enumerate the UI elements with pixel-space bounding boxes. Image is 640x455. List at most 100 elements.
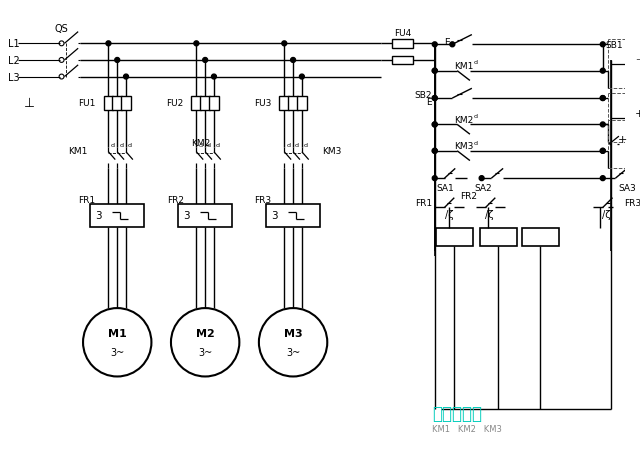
Circle shape: [600, 96, 605, 101]
Text: /ζ: /ζ: [485, 210, 493, 220]
Bar: [200, 97, 210, 111]
Text: KM1   KM2   KM3: KM1 KM2 KM3: [432, 424, 502, 433]
Circle shape: [600, 69, 605, 74]
Text: 3~: 3~: [198, 347, 212, 357]
Text: /ζ: /ζ: [602, 210, 611, 220]
Circle shape: [432, 149, 437, 154]
Text: KM2: KM2: [191, 139, 211, 148]
Text: d: d: [216, 143, 220, 148]
Text: KM1: KM1: [454, 62, 474, 71]
Circle shape: [194, 42, 199, 47]
Circle shape: [211, 75, 216, 80]
Circle shape: [291, 58, 296, 63]
Bar: [297, 97, 307, 111]
Text: M2: M2: [196, 328, 214, 338]
Bar: [280, 97, 289, 111]
Text: QS: QS: [54, 24, 68, 34]
Text: FR2: FR2: [166, 196, 184, 205]
Text: FR2: FR2: [460, 192, 477, 201]
Circle shape: [106, 42, 111, 47]
Text: d: d: [474, 60, 478, 65]
Bar: [266, 204, 320, 228]
Text: d: d: [119, 143, 123, 148]
Circle shape: [300, 75, 304, 80]
Text: d: d: [295, 143, 299, 148]
Circle shape: [450, 43, 455, 48]
Text: FR1: FR1: [79, 196, 96, 205]
Circle shape: [600, 96, 605, 101]
Circle shape: [432, 149, 437, 154]
Circle shape: [432, 177, 437, 181]
Circle shape: [124, 75, 129, 80]
Bar: [436, 228, 473, 246]
Circle shape: [432, 96, 437, 101]
Text: +: +: [618, 135, 627, 145]
Text: SA2: SA2: [475, 184, 492, 193]
Text: d: d: [198, 143, 202, 148]
Text: KM3: KM3: [454, 142, 474, 151]
Text: FR3: FR3: [255, 196, 271, 205]
Text: FU1: FU1: [78, 99, 96, 108]
Circle shape: [432, 123, 437, 127]
Bar: [392, 40, 413, 49]
Text: FU2: FU2: [166, 99, 184, 108]
Text: d: d: [128, 143, 132, 148]
Text: 自动顺序接: 自动顺序接: [432, 404, 482, 422]
Text: L2: L2: [8, 56, 20, 66]
Bar: [104, 97, 113, 111]
Text: SA3: SA3: [618, 184, 636, 193]
Text: ⊥: ⊥: [24, 97, 35, 110]
Circle shape: [600, 149, 605, 154]
Text: KM3: KM3: [323, 147, 342, 156]
Circle shape: [600, 43, 605, 48]
Bar: [288, 97, 298, 111]
Text: d: d: [286, 143, 291, 148]
Circle shape: [432, 69, 437, 74]
Text: FU3: FU3: [254, 99, 271, 108]
Text: M3: M3: [284, 328, 302, 338]
Text: d: d: [304, 143, 308, 148]
Text: SB2: SB2: [414, 91, 432, 99]
Bar: [480, 228, 517, 246]
Text: FR1: FR1: [415, 199, 432, 207]
Text: 3~: 3~: [286, 347, 300, 357]
Circle shape: [432, 43, 437, 48]
Text: KM1: KM1: [68, 147, 88, 156]
Text: 3~: 3~: [110, 347, 124, 357]
Text: 3: 3: [271, 211, 277, 221]
Text: M1: M1: [108, 328, 127, 338]
Circle shape: [432, 123, 437, 127]
Text: SA1: SA1: [436, 184, 454, 193]
Text: KM2: KM2: [454, 116, 474, 125]
Bar: [179, 204, 232, 228]
Text: 3: 3: [183, 211, 189, 221]
Circle shape: [432, 96, 437, 101]
Text: SB1: SB1: [605, 40, 623, 50]
Bar: [392, 56, 413, 65]
Bar: [522, 228, 559, 246]
Text: /ζ: /ζ: [445, 210, 454, 220]
Text: L3: L3: [8, 72, 19, 82]
Text: +: +: [636, 108, 640, 118]
Text: d: d: [474, 114, 478, 119]
Text: L1: L1: [8, 39, 19, 49]
Text: d: d: [474, 140, 478, 145]
Text: 3: 3: [95, 211, 102, 221]
Bar: [209, 97, 219, 111]
Circle shape: [203, 58, 207, 63]
Circle shape: [600, 123, 605, 127]
Circle shape: [600, 149, 605, 154]
Circle shape: [479, 177, 484, 181]
Circle shape: [432, 69, 437, 74]
Text: E: E: [426, 98, 432, 107]
Circle shape: [115, 58, 120, 63]
Text: FU4: FU4: [394, 29, 411, 38]
Text: d: d: [110, 143, 115, 148]
Bar: [90, 204, 144, 228]
Bar: [191, 97, 201, 111]
Circle shape: [600, 177, 605, 181]
Text: d: d: [207, 143, 211, 148]
Text: ⊣: ⊣: [636, 55, 640, 65]
Circle shape: [282, 42, 287, 47]
Bar: [113, 97, 122, 111]
